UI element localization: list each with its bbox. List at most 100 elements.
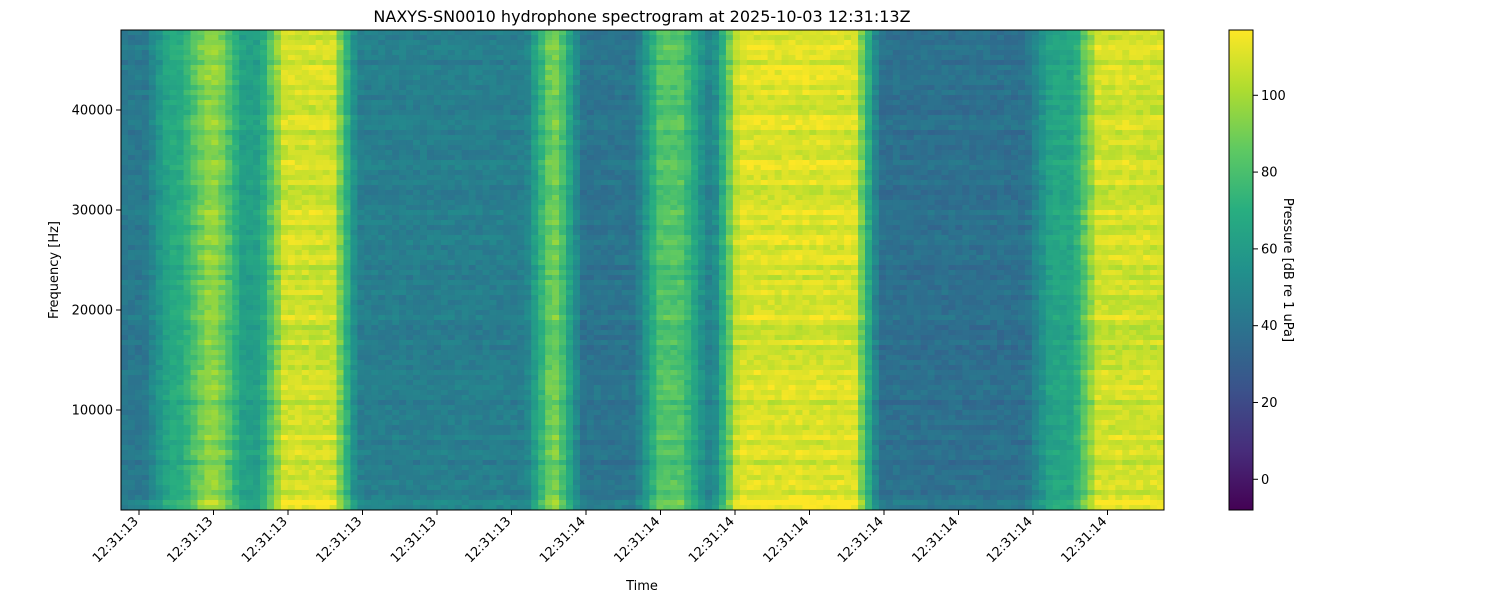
heatmap-cell [197,505,206,510]
heatmap-cell [447,495,456,501]
heatmap-cell [399,120,407,126]
heatmap-cell [385,215,393,221]
heatmap-cell [343,225,352,231]
heatmap-cell [329,60,338,66]
heatmap-cell [461,260,470,266]
heatmap-cell [343,220,352,226]
heatmap-cell [183,255,192,261]
heatmap-cell [440,165,449,171]
heatmap-cell [475,455,484,461]
heatmap-cell [190,495,199,501]
heatmap-cell [322,95,331,101]
heatmap-cell [357,285,365,291]
heatmap-cell [190,330,199,336]
heatmap-cell [433,285,442,291]
heatmap-cell [419,50,428,56]
heatmap-cell [308,60,317,66]
heatmap-cell [322,220,331,226]
heatmap-cell [461,395,470,401]
heatmap-cell [419,290,428,296]
heatmap-cell [399,360,407,366]
heatmap-cell [419,200,428,206]
heatmap-cell [357,280,365,286]
heatmap-cell [232,295,240,301]
heatmap-cell [253,170,261,176]
heatmap-cell [392,35,400,41]
heatmap-cell [301,390,310,396]
heatmap-cell [399,140,407,146]
heatmap-cell [461,290,470,296]
heatmap-cell [440,460,449,466]
heatmap-cell [197,300,206,306]
heatmap-cell [218,190,226,196]
heatmap-cell [190,175,199,181]
heatmap-cell [454,300,463,306]
heatmap-cell [419,55,428,61]
heatmap-cell [364,80,372,86]
heatmap-cell [426,470,435,476]
heatmap-cell [419,390,428,396]
heatmap-cell [204,75,212,81]
heatmap-cell [141,75,150,81]
heatmap-cell [454,30,463,36]
heatmap-cell [378,415,386,421]
heatmap-cell [371,465,379,471]
heatmap-cell [399,225,407,231]
heatmap-cell [155,50,164,56]
heatmap-cell [197,305,206,311]
heatmap-cell [211,330,219,336]
heatmap-cell [253,410,261,416]
heatmap-cell [273,505,282,510]
heatmap-cell [322,405,331,411]
heatmap-cell [287,100,296,106]
heatmap-cell [336,210,345,216]
heatmap-cell [134,40,143,46]
heatmap-cell [433,310,442,316]
heatmap-cell [197,225,206,231]
heatmap-cell [461,410,470,416]
heatmap-cell [225,500,233,506]
heatmap-cell [475,410,484,416]
heatmap-cell [371,265,379,271]
heatmap-cell [308,235,317,241]
heatmap-cell [211,490,219,496]
heatmap-cell [141,80,150,86]
heatmap-cell [141,455,150,461]
heatmap-cell [336,425,345,431]
heatmap-cell [301,150,310,156]
heatmap-cell [155,160,164,166]
heatmap-cell [378,355,386,361]
heatmap-cell [378,425,386,431]
heatmap-cell [218,130,226,136]
heatmap-cell [357,135,365,141]
heatmap-cell [461,230,470,236]
heatmap-cell [406,30,414,36]
heatmap-cell [121,200,129,206]
heatmap-cell [225,170,233,176]
heatmap-cell [232,180,240,186]
heatmap-cell [253,235,261,241]
heatmap-cell [461,390,470,396]
heatmap-cell [385,50,393,56]
heatmap-cell [413,500,421,506]
heatmap-cell [190,120,199,126]
heatmap-cell [426,90,435,96]
heatmap-cell [433,470,442,476]
heatmap-cell [447,505,456,510]
heatmap-cell [204,120,212,126]
heatmap-cell [419,35,428,41]
heatmap-cell [183,480,192,486]
heatmap-cell [183,150,192,156]
heatmap-cell [329,255,338,261]
heatmap-cell [176,205,185,211]
heatmap-cell [475,265,484,271]
heatmap-cell [329,375,338,381]
heatmap-cell [419,110,428,116]
heatmap-cell [141,480,150,486]
heatmap-cell [169,280,178,286]
heatmap-cell [475,70,484,76]
heatmap-cell [461,400,470,406]
heatmap-cell [190,275,199,281]
heatmap-cell [406,120,414,126]
heatmap-cell [350,400,359,406]
